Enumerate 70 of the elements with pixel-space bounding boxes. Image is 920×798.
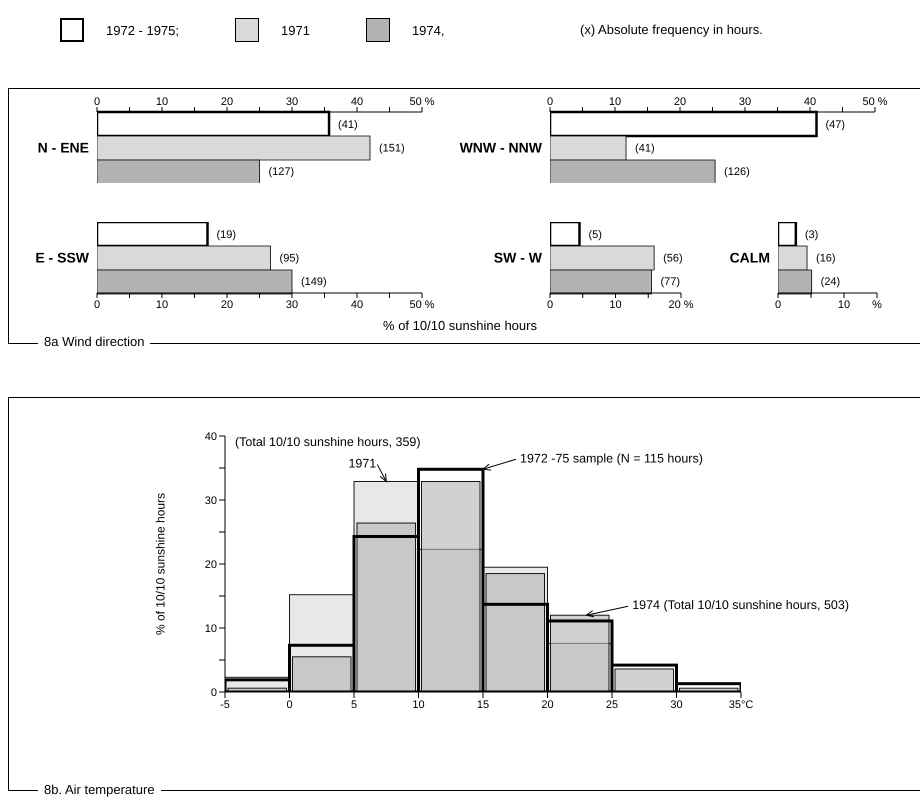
x-tick-label: 25 xyxy=(606,698,618,711)
annotation: (16) xyxy=(816,252,836,264)
y-tick-label: SW - W xyxy=(494,249,543,266)
x-tick-label: 10 xyxy=(609,298,622,311)
x-tick-label: 0 xyxy=(546,298,554,311)
legend-label: 1972 - 1975; xyxy=(106,22,180,38)
x-tick-label: 50 % xyxy=(409,298,435,311)
annotation: (19) xyxy=(216,228,236,241)
annotation: (127) xyxy=(268,166,294,178)
x2-tick-label: 50 % xyxy=(862,96,888,108)
y-tick-label: E - SSW xyxy=(35,249,90,266)
y-tick-label: N - ENE xyxy=(38,139,89,156)
x-tick-label: 40 xyxy=(350,298,364,311)
x-tick-label: 30 xyxy=(670,698,683,711)
legend-label: 1971 xyxy=(281,22,310,38)
x2-tick-label: 30 xyxy=(738,96,752,108)
annotation: (Total 10/10 sunshine hours, 359) xyxy=(235,435,421,449)
x-tick-label: % xyxy=(872,298,882,311)
text: 8b. Air temperature xyxy=(38,782,161,797)
y-tick-label: CALM xyxy=(730,249,770,266)
x2-tick-label: 40 xyxy=(350,96,364,108)
x2-tick-label: 10 xyxy=(608,96,622,108)
x-tick-label: 35°C xyxy=(728,698,754,711)
x-tick-label: 10 xyxy=(412,698,425,711)
x-tick-label: -5 xyxy=(220,698,230,711)
y-tick-label: WNW - NNW xyxy=(460,139,543,156)
x2-tick-label: 0 xyxy=(546,96,554,108)
y-tick-label: 10 xyxy=(204,622,217,635)
annotation: 1971 xyxy=(348,456,376,470)
y-tick-label: 0 xyxy=(210,686,217,699)
annotation: (5) xyxy=(588,228,602,241)
text: (151) xyxy=(379,142,405,154)
annotation: (126) xyxy=(724,166,750,178)
x-tick-label: 0 xyxy=(774,298,782,311)
x-tick-label: 0 xyxy=(286,698,293,711)
x-tick-label: 20 xyxy=(220,298,234,311)
x-tick-label: 20 xyxy=(541,698,554,711)
annotation: (41) xyxy=(635,142,655,154)
annotation: (41) xyxy=(338,118,358,131)
annotation: 1974 (Total 10/10 sunshine hours, 503) xyxy=(632,598,850,612)
x2-tick-label: 30 xyxy=(286,96,298,108)
text: (47) xyxy=(826,118,846,131)
annotation: (3) xyxy=(804,228,818,241)
annotation: (56) xyxy=(663,252,683,264)
x-tick-label: 5 xyxy=(350,698,358,711)
annotation: (24) xyxy=(820,276,840,288)
y-tick-label: 20 xyxy=(204,558,217,571)
x-axis-title: % of 10/10 sunshine hours xyxy=(382,318,538,333)
x-tick-label: 15 xyxy=(476,698,490,711)
x2-tick-label: 10 xyxy=(156,96,168,108)
x2-tick-label: 50 % xyxy=(409,96,435,108)
annotation: (77) xyxy=(660,276,680,288)
legend-label: 1974, xyxy=(412,22,444,38)
annotation: (95) xyxy=(280,252,300,264)
x-tick-label: 20 % xyxy=(668,298,694,311)
x-tick-label: 10 xyxy=(838,298,850,311)
x-tick-label: 10 xyxy=(156,298,168,311)
annotation: (149) xyxy=(301,276,327,288)
x2-tick-label: 0 xyxy=(94,96,100,108)
x-tick-label: 0 xyxy=(94,298,100,311)
y-tick-label: 30 xyxy=(204,494,217,507)
x2-tick-label: 40 xyxy=(804,96,816,108)
x2-tick-label: 20 xyxy=(220,96,234,108)
x2-tick-label: 20 xyxy=(674,96,686,108)
x-tick-label: 30 xyxy=(286,298,298,311)
annotation: 1972 -75 sample (N = 115 hours) xyxy=(520,451,703,466)
text: (x) Absolute frequency in hours. xyxy=(580,22,763,37)
text: 8a Wind direction xyxy=(38,334,150,349)
y-tick-label: 40 xyxy=(204,430,217,443)
y-axis-title: % of 10/10 sunshine hours xyxy=(153,492,168,636)
